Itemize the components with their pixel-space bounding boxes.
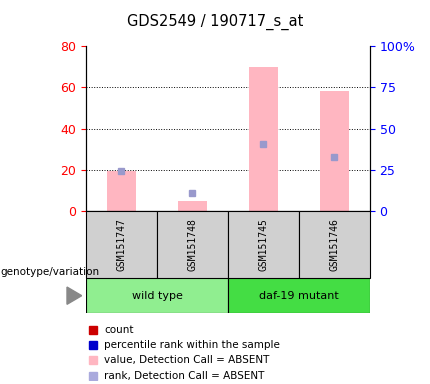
Text: GSM151748: GSM151748 [187, 218, 197, 271]
Text: genotype/variation: genotype/variation [0, 266, 99, 276]
Text: GSM151745: GSM151745 [258, 218, 268, 271]
Text: daf-19 mutant: daf-19 mutant [259, 291, 339, 301]
Bar [299, 211, 370, 278]
Text: count: count [104, 325, 134, 335]
Polygon shape [67, 287, 82, 304]
Bar [86, 211, 157, 278]
Text: GDS2549 / 190717_s_at: GDS2549 / 190717_s_at [127, 13, 303, 30]
Bar [157, 211, 228, 278]
Text: GSM151747: GSM151747 [117, 218, 126, 271]
Bar [249, 67, 278, 211]
Bar [178, 201, 206, 211]
Bar [228, 278, 370, 313]
Bar [320, 91, 348, 211]
Text: wild type: wild type [132, 291, 182, 301]
Bar [86, 278, 228, 313]
Text: percentile rank within the sample: percentile rank within the sample [104, 340, 280, 350]
Bar [108, 171, 136, 211]
Text: GSM151746: GSM151746 [329, 218, 339, 271]
Bar [228, 211, 299, 278]
Text: value, Detection Call = ABSENT: value, Detection Call = ABSENT [104, 356, 270, 366]
Text: rank, Detection Call = ABSENT: rank, Detection Call = ABSENT [104, 371, 265, 381]
